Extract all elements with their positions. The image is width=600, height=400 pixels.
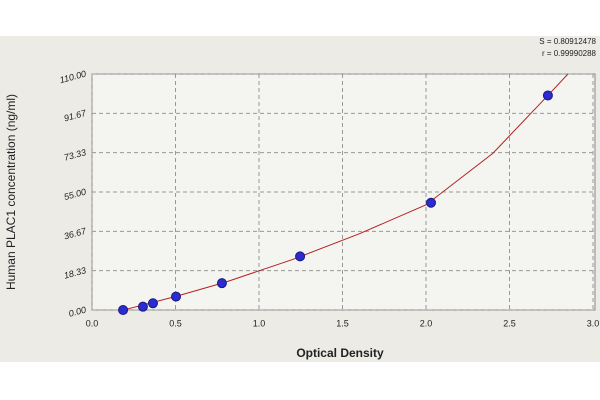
- y-axis-label: Human PLAC1 concentration (ng/ml): [4, 94, 18, 290]
- x-tick-label: 0.5: [169, 318, 182, 328]
- x-tick-label: 2.0: [420, 318, 433, 328]
- data-point: [542, 90, 553, 101]
- annotation: S = 0.80912478: [539, 37, 596, 46]
- x-tick-label: 0.0: [86, 318, 99, 328]
- data-point: [118, 305, 129, 315]
- annotation: r = 0.99990288: [542, 49, 597, 58]
- x-tick-label: 2.5: [503, 318, 516, 328]
- data-point: [171, 291, 182, 302]
- data-point: [295, 251, 306, 262]
- fit-curve: [123, 74, 569, 310]
- y-tick-label: 0.00: [68, 305, 88, 319]
- x-tick-label: 1.0: [253, 318, 266, 328]
- data-point: [147, 298, 158, 309]
- x-tick-label: 3.0: [587, 318, 600, 328]
- x-tick-label: 1.5: [336, 318, 349, 328]
- data-point: [426, 197, 437, 208]
- x-axis-label: Optical Density: [296, 346, 384, 360]
- data-point: [216, 278, 227, 289]
- data-point: [137, 301, 148, 312]
